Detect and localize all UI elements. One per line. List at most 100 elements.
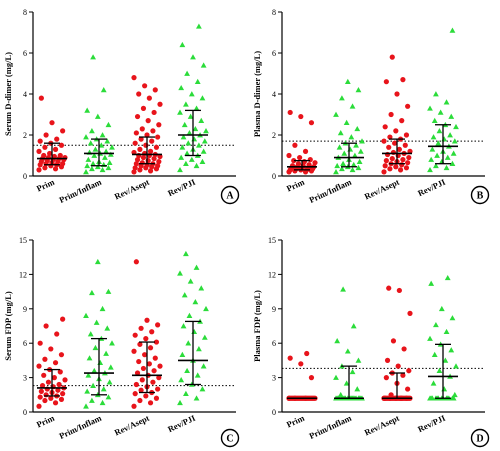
data-point [401, 346, 407, 352]
data-point [390, 338, 397, 344]
data-point [353, 142, 359, 148]
data-point [156, 122, 162, 128]
data-point [199, 158, 206, 164]
data-point [344, 78, 351, 85]
data-point [84, 388, 91, 394]
data-point [52, 400, 59, 406]
data-point [405, 386, 411, 392]
series-rev-asept [131, 75, 163, 175]
data-point [447, 132, 453, 138]
chart-panel-d: 0 3 6 9 12 15 Plasma FDP (mg/L) Prim Prim/Inflam… [252, 236, 490, 448]
series-prim-inflam [333, 78, 365, 175]
data-point [37, 138, 43, 144]
data-point [382, 124, 388, 130]
data-point [193, 105, 200, 111]
data-point [444, 154, 451, 160]
data-point [430, 380, 437, 386]
data-point [146, 361, 152, 367]
data-point [387, 166, 393, 172]
data-point [193, 162, 200, 169]
data-point [155, 322, 161, 328]
data-point [85, 156, 92, 162]
data-point [430, 134, 437, 140]
data-point [196, 23, 202, 29]
data-point [58, 352, 65, 358]
data-point [106, 159, 113, 165]
data-point [38, 388, 44, 394]
data-point [333, 374, 339, 380]
x-tick-label: Prim/Inflam [308, 413, 353, 441]
data-point [155, 386, 161, 392]
data-point [42, 165, 48, 171]
data-point [392, 140, 398, 146]
data-point [107, 364, 114, 370]
data-point [90, 160, 96, 167]
data-point [54, 331, 60, 337]
data-point [386, 285, 392, 291]
data-point [102, 154, 108, 160]
data-point [132, 391, 138, 397]
data-point [352, 152, 358, 158]
data-point [106, 379, 113, 385]
data-point [58, 142, 65, 148]
data-point [201, 138, 208, 144]
data-point [49, 120, 55, 126]
data-point [100, 87, 107, 93]
data-point [137, 146, 143, 152]
data-point [105, 164, 112, 171]
data-point [132, 140, 138, 146]
data-point [36, 403, 42, 409]
data-point [151, 368, 157, 374]
data-point [387, 134, 393, 140]
data-point [143, 393, 149, 399]
y-tick-label: 4 [272, 90, 276, 99]
data-point [185, 140, 192, 146]
data-point [132, 332, 138, 338]
y-tick-label: 9 [23, 305, 27, 314]
data-point [36, 363, 42, 369]
data-point [184, 70, 190, 76]
data-point [56, 381, 62, 388]
data-point [343, 380, 350, 386]
data-point [427, 166, 433, 173]
data-point [334, 162, 341, 169]
panel-label: A [226, 191, 234, 202]
y-tick-label: 12 [268, 270, 276, 279]
data-point [354, 125, 361, 132]
data-point [337, 391, 344, 398]
data-point [350, 161, 357, 168]
data-point [147, 168, 154, 174]
data-point [90, 382, 96, 388]
data-point [147, 400, 154, 406]
data-point [83, 312, 89, 318]
data-point [155, 134, 161, 140]
data-point [140, 154, 147, 161]
data-point [304, 350, 310, 357]
data-point [194, 78, 201, 85]
data-point [339, 165, 345, 172]
x-tick-label: Rev/PJI [416, 412, 447, 434]
data-point [150, 379, 156, 385]
chart-panel-b: 0 2 4 6 8 Plasma D-dimer (mg/L) Prim Prim/Infla… [252, 8, 490, 205]
data-point [341, 150, 348, 156]
x-tick-label: Prim [35, 177, 56, 194]
data-point [450, 150, 457, 156]
data-point [188, 91, 195, 97]
data-point [62, 377, 68, 383]
series-prim-inflam [83, 54, 115, 175]
y-tick-label: 2 [272, 131, 276, 140]
data-point [201, 334, 208, 340]
data-point [355, 164, 362, 171]
data-point [384, 357, 391, 363]
panel-badge [220, 428, 240, 448]
data-point [191, 328, 198, 335]
data-point [48, 395, 54, 401]
data-point [187, 113, 194, 119]
data-point [344, 348, 351, 354]
data-point [396, 146, 402, 152]
y-tick-label: 12 [19, 270, 27, 279]
data-point [185, 340, 192, 346]
data-point [184, 367, 190, 374]
data-point [407, 310, 413, 316]
